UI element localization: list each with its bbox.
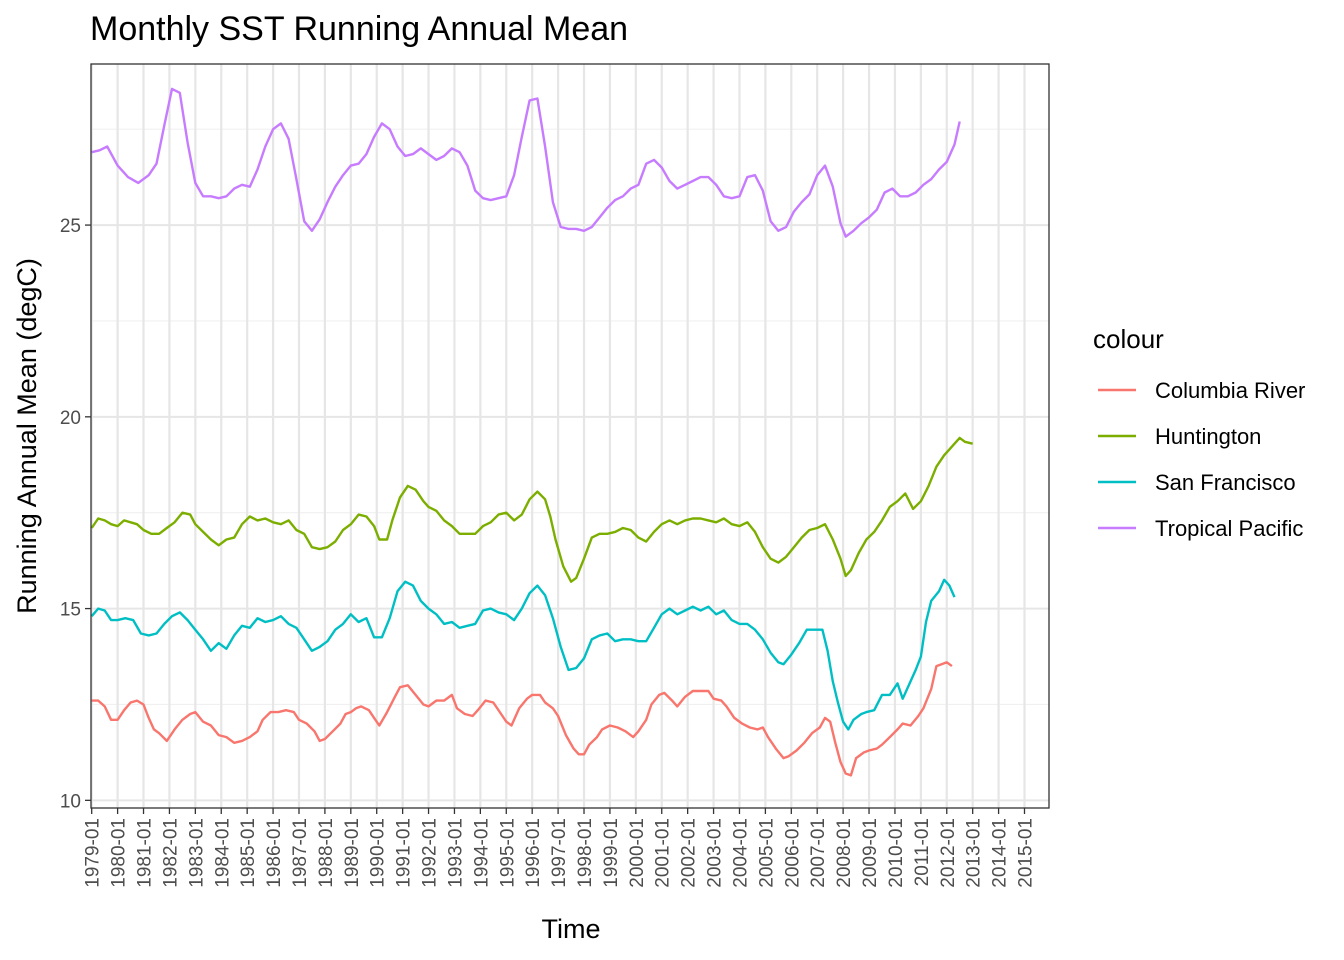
x-tick-label: 1983-01 bbox=[186, 818, 207, 888]
x-tick-label: 1994-01 bbox=[471, 818, 492, 888]
y-axis: 10 15 20 25 bbox=[60, 216, 91, 812]
y-tick-label: 25 bbox=[60, 216, 81, 237]
legend-label: Columbia River bbox=[1155, 378, 1305, 403]
y-axis-title: Running Annual Mean (degC) bbox=[12, 258, 42, 614]
legend-label: San Francisco bbox=[1155, 470, 1296, 495]
x-tick-label: 1997-01 bbox=[549, 818, 570, 888]
legend-label: Huntington bbox=[1155, 424, 1261, 449]
grid bbox=[90, 64, 1049, 808]
legend: colour Columbia River Huntington San Franc… bbox=[1093, 324, 1305, 541]
series-line-columbia-river bbox=[91, 661, 953, 777]
x-tick-label: 1986-01 bbox=[264, 818, 285, 888]
x-tick-label: 2004-01 bbox=[730, 818, 751, 888]
x-tick-label: 1993-01 bbox=[445, 818, 466, 888]
chart-title: Monthly SST Running Annual Mean bbox=[90, 10, 628, 48]
x-tick-label: 1984-01 bbox=[212, 818, 233, 888]
x-tick-label: 2003-01 bbox=[705, 818, 726, 888]
x-tick-label: 2012-01 bbox=[938, 818, 959, 888]
x-tick-label: 1981-01 bbox=[135, 818, 156, 888]
series-line-tropical-pacific bbox=[91, 87, 961, 238]
x-tick-label: 1995-01 bbox=[497, 818, 518, 888]
x-tick-label: 1991-01 bbox=[394, 818, 415, 888]
x-tick-label: 1985-01 bbox=[238, 818, 259, 888]
x-tick-label: 2010-01 bbox=[886, 818, 907, 888]
x-tick-label: 2005-01 bbox=[756, 818, 777, 888]
legend-label: Tropical Pacific bbox=[1155, 516, 1303, 541]
series-lines bbox=[90, 87, 973, 777]
x-tick-label: 2001-01 bbox=[653, 818, 674, 888]
x-tick-label: 2013-01 bbox=[964, 818, 985, 888]
x-tick-label: 1998-01 bbox=[575, 818, 596, 888]
x-tick-label: 1992-01 bbox=[420, 818, 441, 888]
x-tick-label: 2009-01 bbox=[860, 818, 881, 888]
x-tick-label: 1987-01 bbox=[290, 818, 311, 888]
legend-title: colour bbox=[1093, 324, 1164, 354]
x-tick-label: 2008-01 bbox=[834, 818, 855, 888]
series-line-san-francisco bbox=[90, 578, 956, 731]
x-tick-label: 2000-01 bbox=[627, 818, 648, 888]
x-tick-label: 2007-01 bbox=[808, 818, 829, 888]
y-tick-label: 20 bbox=[60, 408, 81, 429]
x-tick-label: 2002-01 bbox=[679, 818, 700, 888]
x-tick-label: 2015-01 bbox=[1016, 818, 1037, 888]
x-tick-label: 1982-01 bbox=[160, 818, 181, 888]
series-line-huntington bbox=[90, 436, 973, 583]
y-tick-label: 10 bbox=[60, 791, 81, 812]
x-tick-label: 2006-01 bbox=[782, 818, 803, 888]
y-tick-label: 15 bbox=[60, 600, 81, 621]
x-axis: 1979-01 1980-01 1981-01 1982-01 1983-01 1984-… bbox=[83, 808, 1037, 888]
x-tick-label: 1980-01 bbox=[109, 818, 130, 888]
x-tick-label: 1989-01 bbox=[342, 818, 363, 888]
legend-items: Columbia River Huntington San Francisco Tro… bbox=[1098, 378, 1305, 541]
x-tick-label: 1996-01 bbox=[523, 818, 544, 888]
x-tick-label: 1999-01 bbox=[601, 818, 622, 888]
x-tick-label: 1979-01 bbox=[83, 818, 104, 888]
x-tick-label: 1988-01 bbox=[316, 818, 337, 888]
x-tick-label: 2011-01 bbox=[912, 818, 933, 886]
panel-border bbox=[90, 63, 1050, 809]
x-tick-label: 2014-01 bbox=[990, 818, 1011, 888]
x-tick-label: 1990-01 bbox=[368, 818, 389, 888]
x-axis-title: Time bbox=[542, 914, 601, 944]
